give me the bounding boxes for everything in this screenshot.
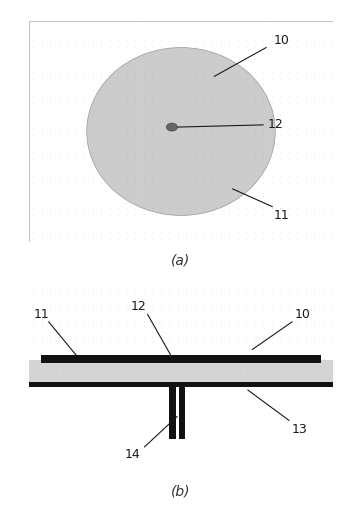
Bar (29, 381, 333, 387)
Circle shape (167, 123, 177, 131)
Text: 12: 12 (131, 300, 146, 313)
Ellipse shape (87, 47, 275, 216)
Text: 11: 11 (273, 209, 289, 222)
Text: 12: 12 (268, 118, 283, 132)
Text: 14: 14 (125, 448, 140, 461)
Bar (178, 387, 185, 439)
Text: 10: 10 (295, 308, 311, 321)
Text: 10: 10 (273, 34, 289, 47)
Text: (a): (a) (171, 254, 191, 267)
Text: 11: 11 (33, 308, 49, 321)
Text: (b): (b) (171, 485, 191, 499)
Text: 13: 13 (292, 423, 307, 437)
Bar (41, 356, 321, 362)
Bar (169, 387, 176, 439)
Bar (29, 360, 333, 386)
